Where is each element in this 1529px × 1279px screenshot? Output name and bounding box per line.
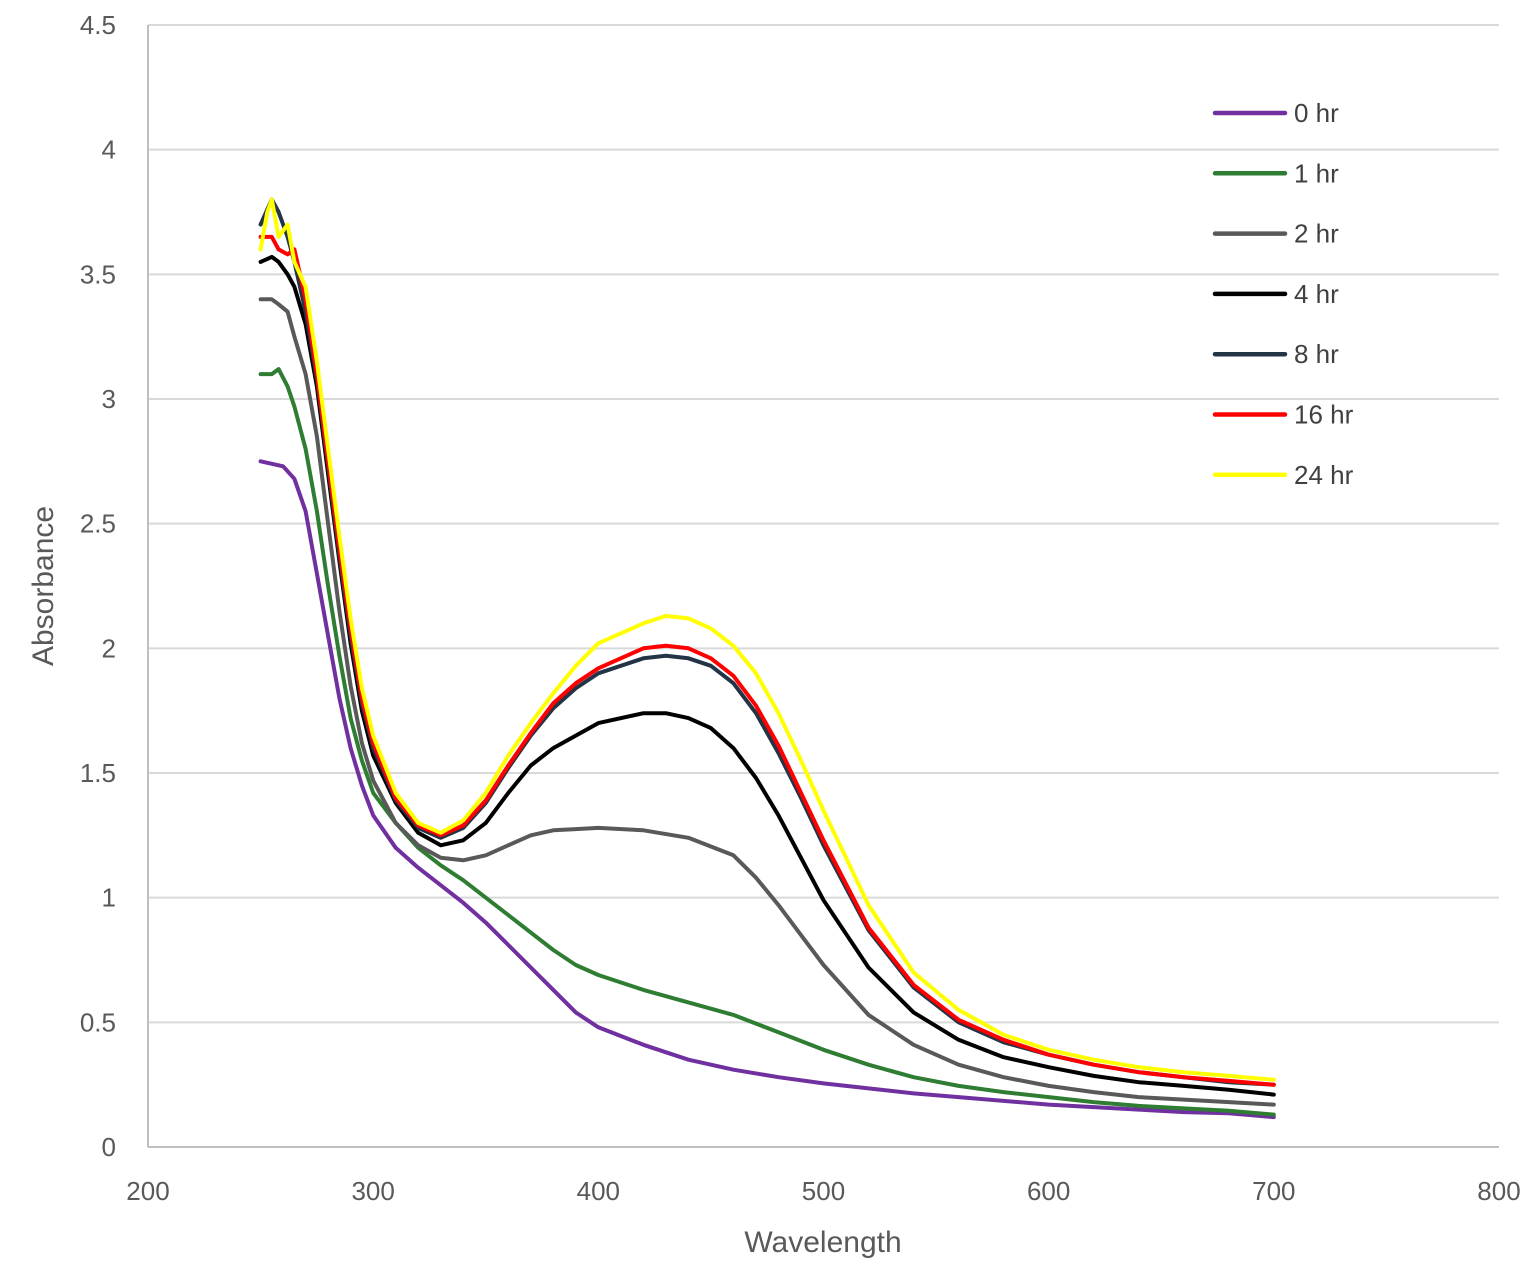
- y-tick-label: 0.5: [80, 1007, 116, 1037]
- series-line-4-hr: [258, 254, 1276, 1097]
- y-tick-label: 4.5: [80, 10, 116, 40]
- y-tick-label: 1: [102, 883, 116, 913]
- series-line-1-hr: [258, 367, 1276, 1117]
- legend-label: 16 hr: [1294, 400, 1354, 430]
- y-tick-label: 0: [102, 1132, 116, 1162]
- x-tick-label: 400: [577, 1176, 620, 1206]
- legend-label: 1 hr: [1294, 158, 1339, 188]
- series-line-2-hr: [258, 297, 1276, 1107]
- x-tick-label: 700: [1252, 1176, 1295, 1206]
- legend-label: 4 hr: [1294, 279, 1339, 309]
- y-tick-label: 2: [102, 633, 116, 663]
- legend-label: 2 hr: [1294, 219, 1339, 249]
- y-tick-labels: 0 0.5 1 1.5 2 2.5 3 3.5 4 4.5: [80, 10, 116, 1162]
- legend-label: 24 hr: [1294, 460, 1354, 490]
- series-line-16-hr: [258, 234, 1276, 1087]
- y-tick-label: 3: [102, 384, 116, 414]
- x-tick-label: 600: [1027, 1176, 1070, 1206]
- y-tick-label: 2.5: [80, 509, 116, 539]
- x-tick-label: 800: [1477, 1176, 1520, 1206]
- y-tick-label: 4: [102, 135, 116, 165]
- x-tick-label: 200: [126, 1176, 169, 1206]
- y-tick-label: 1.5: [80, 758, 116, 788]
- series-lines: [258, 197, 1276, 1120]
- series-line-0-hr: [258, 459, 1276, 1120]
- series-line-24-hr: [258, 197, 1276, 1082]
- x-tick-labels: 200 300 400 500 600 700 800: [126, 1176, 1520, 1206]
- legend-label: 8 hr: [1294, 339, 1339, 369]
- x-tick-label: 500: [802, 1176, 845, 1206]
- gridlines: [148, 24, 1499, 1024]
- x-axis-title: Wavelength: [744, 1226, 901, 1259]
- x-tick-label: 300: [351, 1176, 394, 1206]
- y-tick-label: 3.5: [80, 259, 116, 289]
- legend-label: 0 hr: [1294, 98, 1339, 128]
- legend: 0 hr 1 hr 2 hr 4 hr 8 hr 16 hr 24 hr: [1212, 98, 1354, 490]
- axes: [147, 25, 1499, 1148]
- series-line-8-hr: [258, 197, 1276, 1087]
- y-axis-title: Absorbance: [27, 506, 60, 666]
